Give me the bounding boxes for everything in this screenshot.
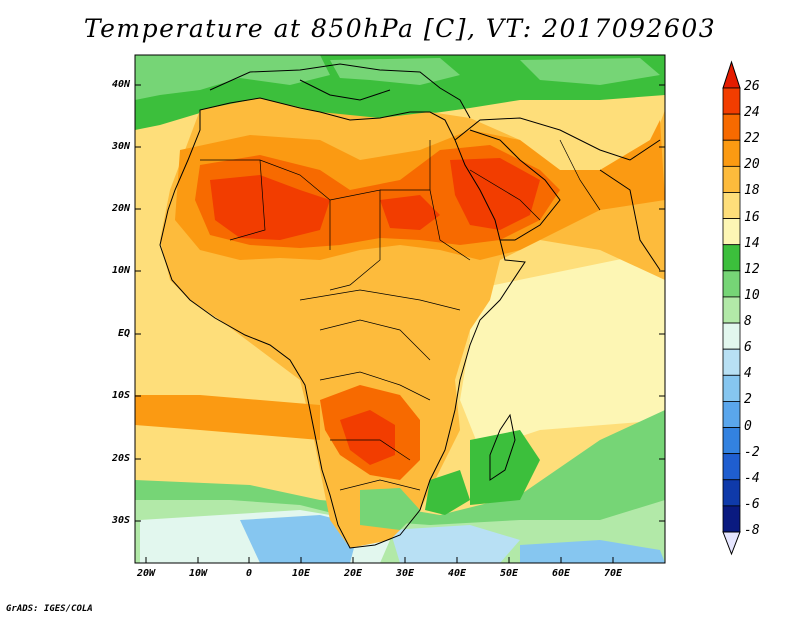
lat-label-20s: 20S bbox=[111, 453, 130, 464]
colorbar-swatch bbox=[722, 427, 741, 455]
colorbar-label: 4 bbox=[744, 366, 752, 382]
map-title: Temperature at 850hPa [C], VT: 201709260… bbox=[83, 14, 717, 43]
lon-label-30e: 30E bbox=[395, 568, 415, 579]
lon-label-0: 0 bbox=[245, 568, 253, 579]
colorbar-swatch bbox=[722, 244, 741, 272]
lat-label-30n: 30N bbox=[111, 141, 130, 152]
temperature-field bbox=[135, 55, 665, 563]
colorbar-label: -8 bbox=[744, 523, 760, 538]
lat-label-eq: EQ bbox=[117, 328, 130, 339]
colorbar-label: 6 bbox=[744, 340, 752, 356]
colorbar-swatch bbox=[722, 165, 741, 193]
lon-label-10e: 10E bbox=[291, 568, 311, 579]
lat-ticks bbox=[135, 84, 665, 522]
colorbar-label: -4 bbox=[744, 470, 760, 486]
lon-label-70e: 70E bbox=[603, 568, 623, 579]
colorbar-swatch bbox=[722, 479, 741, 507]
colorbar-swatch bbox=[722, 401, 741, 428]
lat-label-10n: 10N bbox=[111, 265, 130, 276]
colorbar-label: 18 bbox=[744, 183, 760, 199]
colorbar-swatch bbox=[722, 296, 741, 324]
lat-label-20n: 20N bbox=[111, 203, 130, 214]
colorbar-max-arrow bbox=[722, 60, 741, 89]
colorbar-label: 22 bbox=[744, 131, 760, 147]
lat-label-10s: 10S bbox=[111, 390, 130, 401]
colorbar-swatch bbox=[722, 139, 741, 167]
colorbar bbox=[722, 60, 741, 556]
lon-label-50e: 50E bbox=[499, 568, 519, 579]
lon-label-20e: 20E bbox=[343, 568, 363, 579]
colorbar-label: 2 bbox=[744, 392, 752, 408]
colorbar-swatch bbox=[722, 505, 741, 533]
colorbar-label: 10 bbox=[744, 287, 760, 303]
lon-label-60e: 60E bbox=[551, 568, 571, 579]
lon-label-10w: 10W bbox=[188, 568, 208, 579]
colorbar-label: 24 bbox=[744, 105, 760, 121]
lon-label-20w: 20W bbox=[136, 568, 156, 579]
colorbar-label: -6 bbox=[744, 496, 760, 512]
colorbar-label: 0 bbox=[744, 418, 752, 434]
colorbar-label: 12 bbox=[744, 261, 760, 277]
country-borders bbox=[200, 139, 601, 491]
colorbar-swatch bbox=[722, 453, 741, 481]
colorbar-label: 14 bbox=[744, 235, 760, 251]
coastlines bbox=[159, 63, 661, 549]
colorbar-swatch bbox=[722, 348, 741, 376]
lat-label-30s: 30S bbox=[111, 515, 130, 526]
colorbar-min-arrow bbox=[722, 531, 741, 556]
lon-label-40e: 40E bbox=[447, 568, 467, 579]
colorbar-label: 26 bbox=[744, 79, 760, 94]
colorbar-label: 16 bbox=[744, 209, 760, 225]
colorbar-swatch bbox=[722, 374, 741, 402]
colorbar-swatch bbox=[722, 192, 741, 219]
colorbar-label: 20 bbox=[744, 157, 760, 173]
colorbar-swatch bbox=[722, 87, 741, 115]
colorbar-swatch bbox=[722, 270, 741, 298]
colorbar-swatch bbox=[722, 322, 741, 350]
colorbar-swatch bbox=[722, 218, 741, 246]
colorbar-label: 8 bbox=[744, 314, 752, 330]
lon-ticks bbox=[145, 557, 614, 563]
footer-credit: GrADS: IGES/COLA bbox=[6, 604, 93, 614]
colorbar-swatch bbox=[722, 113, 741, 141]
lat-label-40n: 40N bbox=[111, 79, 130, 90]
colorbar-label: -2 bbox=[744, 444, 760, 460]
